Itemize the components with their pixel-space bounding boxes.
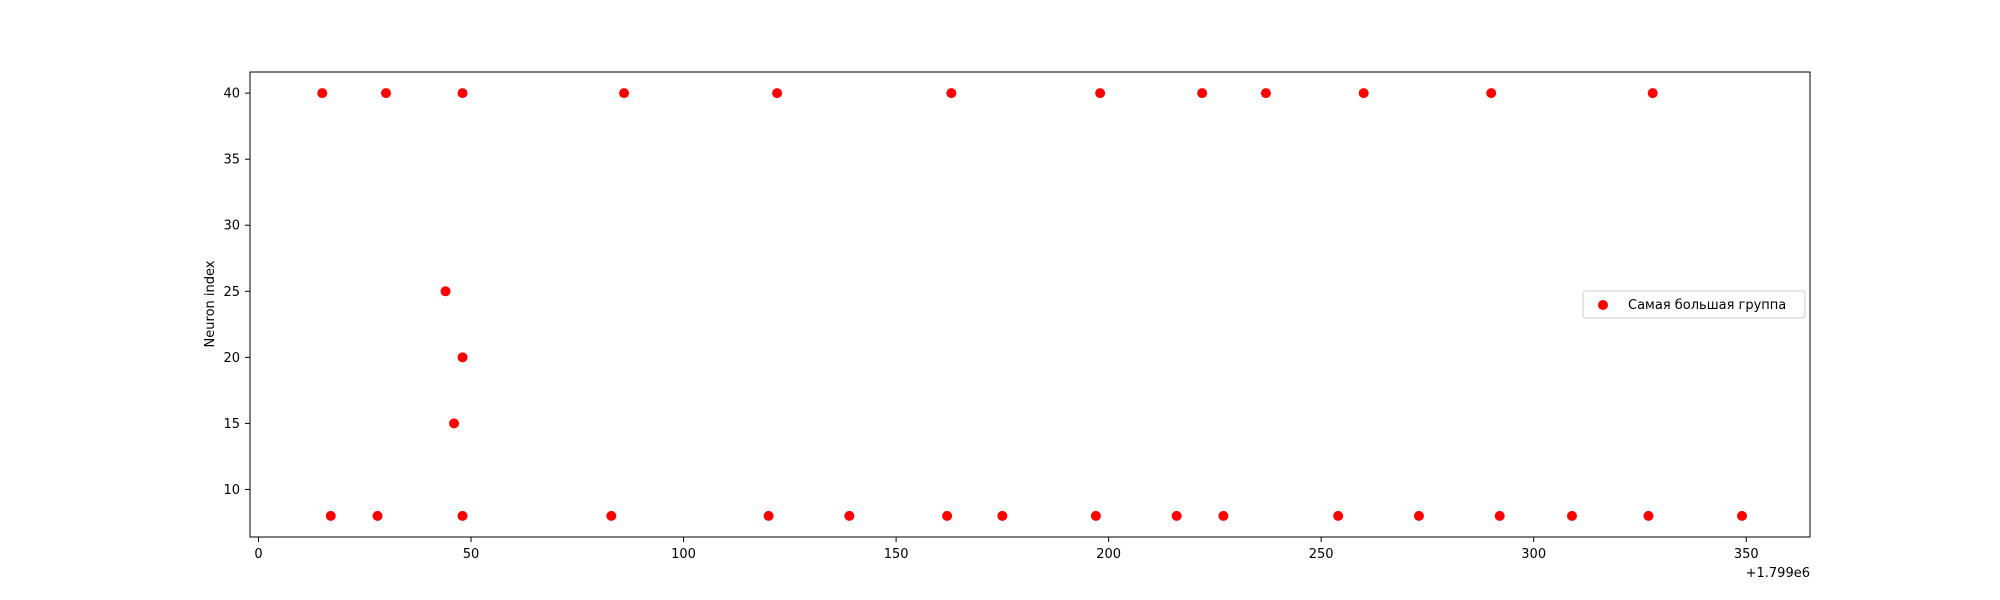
y-tick-label: 15 <box>223 417 240 432</box>
scatter-point <box>1197 88 1208 99</box>
y-tick-label: 30 <box>223 219 240 234</box>
scatter-point <box>440 286 451 297</box>
scatter-points <box>317 88 1747 521</box>
x-tick-label: 250 <box>1309 547 1334 562</box>
scatter-point <box>1358 88 1369 99</box>
y-tick-label: 25 <box>223 285 240 300</box>
x-tick-label: 50 <box>463 547 480 562</box>
scatter-point <box>942 510 953 521</box>
scatter-point <box>772 88 783 99</box>
scatter-point <box>457 88 468 99</box>
x-tick-label: 150 <box>884 547 909 562</box>
x-tick-label: 0 <box>254 547 262 562</box>
scatter-point <box>946 88 957 99</box>
x-tick-label: 300 <box>1521 547 1546 562</box>
y-tick-label: 35 <box>223 153 240 168</box>
scatter-point <box>1486 88 1497 99</box>
y-axis-ticks: 10 15 20 25 30 35 40 <box>223 87 250 498</box>
scatter-point <box>619 88 630 99</box>
scatter-point <box>1095 88 1106 99</box>
legend: Самая большая группа <box>1582 290 1806 319</box>
y-tick-label: 40 <box>223 87 240 102</box>
x-axis-ticks: 0 50 100 150 200 250 300 350 <box>254 537 1759 562</box>
scatter-point <box>325 510 336 521</box>
y-axis-label: Neuron index <box>203 260 218 347</box>
scatter-point <box>1643 510 1654 521</box>
legend-box <box>1582 290 1806 319</box>
scatter-point <box>457 510 468 521</box>
legend-label: Самая большая группа <box>1628 298 1786 313</box>
scatter-point <box>1260 88 1271 99</box>
y-tick-label: 20 <box>223 351 240 366</box>
scatter-point <box>317 88 328 99</box>
y-tick-label: 10 <box>223 483 240 498</box>
scatter-point <box>372 510 383 521</box>
x-tick-label: 200 <box>1096 547 1121 562</box>
scatter-point <box>606 510 617 521</box>
x-axis-offset-label: +1.799e6 <box>1746 566 1810 581</box>
scatter-point <box>1171 510 1182 521</box>
scatter-point <box>1090 510 1101 521</box>
scatter-point <box>1413 510 1424 521</box>
x-tick-label: 350 <box>1734 547 1759 562</box>
x-tick-label: 100 <box>671 547 696 562</box>
scatter-point <box>997 510 1008 521</box>
scatter-point <box>449 418 460 429</box>
scatter-point <box>1736 510 1747 521</box>
scatter-point <box>1647 88 1658 99</box>
scatter-point <box>1218 510 1229 521</box>
scatter-point <box>844 510 855 521</box>
scatter-point <box>763 510 774 521</box>
plot-area <box>249 71 1811 538</box>
scatter-point <box>457 352 468 363</box>
scatter-point <box>1566 510 1577 521</box>
scatter-point <box>1333 510 1344 521</box>
scatter-point <box>381 88 392 99</box>
scatter-point <box>1494 510 1505 521</box>
legend-marker <box>1598 300 1608 310</box>
